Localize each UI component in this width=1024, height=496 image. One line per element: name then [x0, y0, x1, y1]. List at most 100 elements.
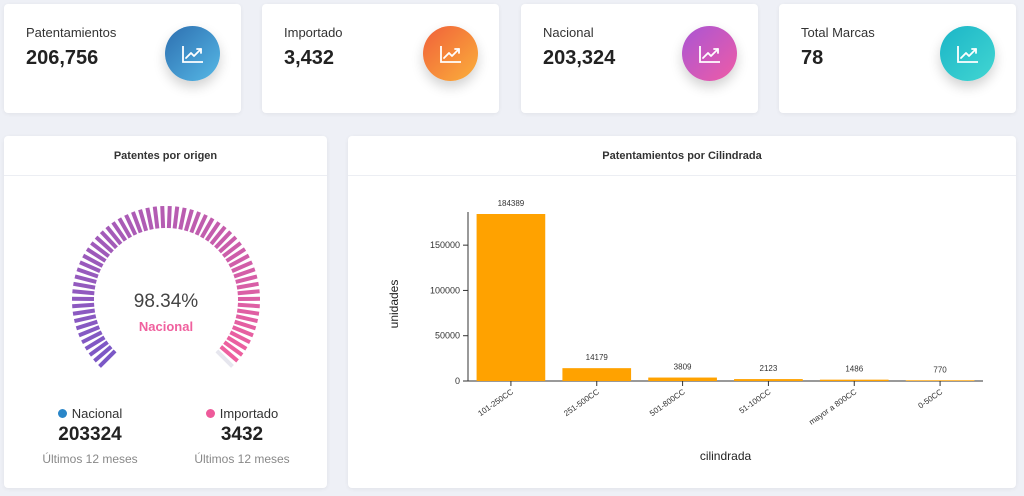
trend-up-icon: [682, 26, 737, 81]
x-tick-label: 101-250CC: [476, 387, 515, 418]
gauge-tick: [194, 214, 208, 236]
patentes-por-origen-panel: Patentes por origen 98.34% Nacional Nacio…: [4, 136, 327, 488]
cilindrada-bar-chart: 0 50000 100000 150000 184389 101-250CC 14179 25…: [387, 199, 983, 463]
gauge-percent: 98.34%: [134, 291, 199, 312]
gauge-tick: [72, 289, 95, 296]
gauge-tick: [73, 314, 97, 324]
stat-value: 203,324: [543, 47, 616, 69]
gauge-tick: [199, 217, 215, 239]
gauge-tick: [124, 214, 138, 236]
gauge-tick: [223, 340, 244, 357]
legend-dot: [205, 409, 215, 418]
bar-value-label: 3809: [674, 363, 692, 372]
gauge-tick: [74, 274, 97, 284]
gauge-tick: [231, 260, 253, 273]
origin-gauge: 98.34% Nacional: [71, 205, 261, 368]
legend-subtitle: Últimos 12 meses: [42, 452, 138, 466]
x-tick-label: 251-500CC: [562, 387, 601, 418]
gauge-tick: [229, 330, 251, 345]
gauge-tick: [72, 308, 96, 316]
gauge-tick: [90, 241, 110, 258]
gauge-tick: [222, 241, 242, 258]
gauge-tick: [99, 230, 118, 250]
gauge-tick: [81, 330, 103, 345]
x-tick-label: 0-50CC: [916, 387, 944, 410]
gauge-tick: [76, 267, 99, 279]
panel-title: Patentes por origen: [4, 136, 327, 176]
stat-value: 3,432: [284, 47, 335, 69]
x-axis-label: cilindrada: [700, 449, 752, 463]
x-tick-label: mayor a 800CC: [807, 387, 858, 427]
gauge-tick: [204, 221, 221, 242]
panel-title: Patentamientos por Cilindrada: [348, 136, 1016, 176]
gauge-tick: [78, 325, 101, 338]
gauge-tick: [218, 235, 238, 254]
gauge-tick: [231, 325, 254, 338]
gauge-tick: [226, 335, 248, 351]
gauge-tick: [235, 274, 258, 284]
gauge-tick: [145, 207, 154, 230]
stat-card-importado: Importado 3,432: [262, 4, 499, 113]
gauge-tick: [105, 225, 123, 246]
gauge-tick: [85, 247, 107, 263]
gauge-tick: [131, 211, 143, 234]
gauge-tick: [235, 314, 259, 324]
bar-value-label: 184389: [498, 199, 525, 208]
bar: [562, 368, 632, 381]
gauge-tick: [98, 349, 117, 368]
gauge-tick: [225, 247, 247, 263]
gauge-tick: [152, 206, 160, 229]
bar-value-label: 1486: [845, 365, 863, 374]
legend-nacional: Nacional 203324 Últimos 12 meses: [20, 406, 160, 466]
stat-label: Importado: [284, 25, 343, 40]
legend-dot: [57, 409, 67, 418]
y-tick-label: 50000: [435, 331, 460, 341]
gauge-tick: [138, 209, 149, 232]
gauge-tick: [214, 230, 233, 250]
bar-value-label: 14179: [586, 353, 609, 362]
bar-value-label: 2123: [760, 364, 778, 373]
gauge-tick: [189, 211, 201, 234]
gauge-tick: [73, 281, 96, 290]
gauge-tick: [236, 308, 260, 316]
gauge-tick: [94, 235, 114, 254]
gauge-tick: [111, 221, 128, 242]
stat-value: 78: [801, 47, 824, 69]
gauge-tick: [82, 253, 104, 268]
gauge-tick: [93, 345, 113, 363]
gauge-tick: [166, 205, 172, 229]
bar-value-label: 770: [933, 365, 947, 374]
y-tick-label: 100000: [430, 285, 460, 295]
legend-value: 3432: [220, 424, 264, 445]
stat-card-total-marcas: Total Marcas 78: [779, 4, 1016, 113]
stat-card-patentamientos: Patentamientos 206,756: [4, 4, 241, 113]
gauge-label: Nacional: [139, 319, 193, 334]
gauge-tick: [233, 267, 256, 279]
legend-subtitle: Últimos 12 meses: [194, 452, 290, 466]
gauge-tick: [84, 335, 106, 351]
gauge-tick: [79, 260, 101, 273]
bar: [476, 214, 546, 381]
gauge-tick: [172, 206, 180, 229]
gauge-tick: [178, 207, 187, 230]
x-tick-label: 501-800CC: [648, 387, 687, 418]
stat-label: Patentamientos: [26, 25, 117, 40]
trend-up-icon: [423, 26, 478, 81]
stat-value: 206,756: [26, 47, 99, 69]
legend-value: 203324: [58, 424, 122, 445]
bar: [648, 377, 717, 381]
stat-label: Nacional: [543, 25, 594, 40]
gauge-tick: [237, 289, 260, 296]
gauge-tick: [75, 319, 98, 331]
bar: [734, 379, 803, 381]
gauge-tick: [160, 205, 166, 229]
legend-name: Nacional: [71, 406, 123, 421]
gauge-tick: [237, 302, 260, 309]
stat-card-nacional: Nacional 203,324: [521, 4, 758, 113]
gauge-tick: [209, 225, 227, 246]
stat-label: Total Marcas: [801, 25, 875, 40]
y-tick-label: 150000: [430, 240, 460, 250]
legend-importado: Importado 3432 Últimos 12 meses: [172, 406, 312, 466]
gauge-tick: [117, 217, 133, 239]
gauge-tick: [228, 253, 250, 268]
